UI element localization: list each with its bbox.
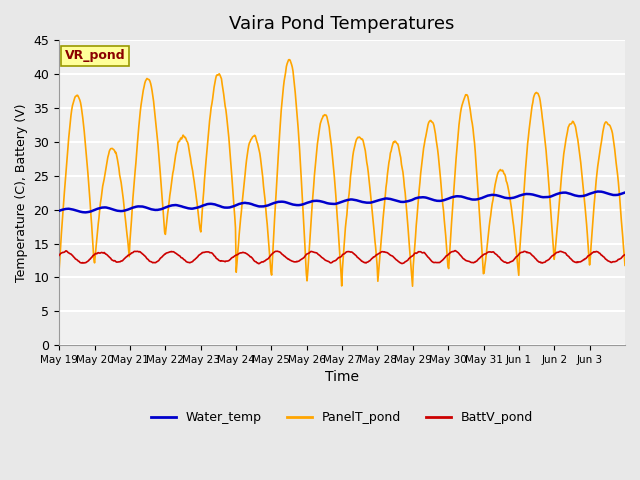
Y-axis label: Temperature (C), Battery (V): Temperature (C), Battery (V) (15, 103, 28, 282)
Legend: Water_temp, PanelT_pond, BattV_pond: Water_temp, PanelT_pond, BattV_pond (146, 407, 538, 430)
Text: VR_pond: VR_pond (65, 49, 125, 62)
X-axis label: Time: Time (325, 371, 359, 384)
Title: Vaira Pond Temperatures: Vaira Pond Temperatures (229, 15, 455, 33)
